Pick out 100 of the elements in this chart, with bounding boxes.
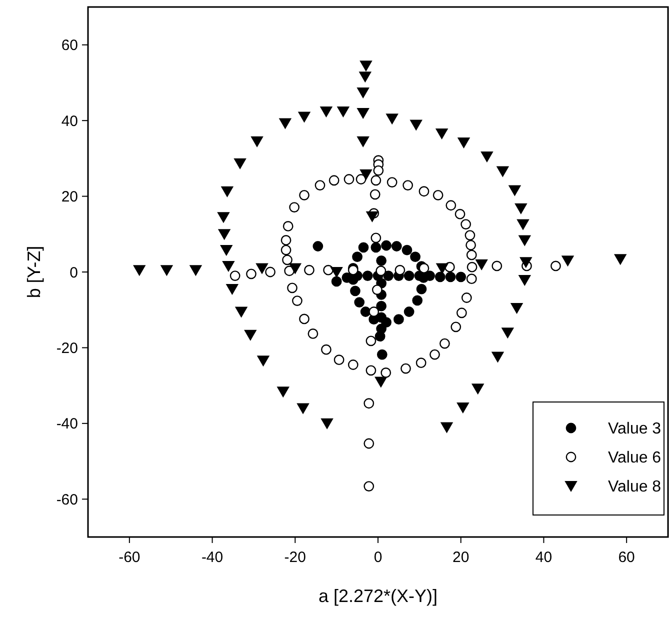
y-tick-label: -40 — [56, 416, 78, 433]
y-tick-label: 0 — [70, 264, 78, 282]
point — [520, 257, 532, 268]
x-tick-label: 60 — [618, 549, 635, 566]
point — [221, 186, 234, 197]
y-tick-label: 60 — [61, 37, 78, 54]
point — [160, 265, 173, 276]
point — [410, 120, 422, 130]
x-tick-label: 40 — [535, 549, 552, 566]
point — [510, 302, 523, 314]
point — [456, 272, 466, 282]
point — [410, 252, 420, 262]
point — [562, 256, 574, 266]
point — [381, 317, 392, 328]
point — [366, 211, 378, 222]
y-tick-label: -20 — [56, 340, 78, 357]
point — [354, 297, 365, 308]
y-tick-label: -60 — [56, 491, 78, 508]
point — [362, 270, 373, 281]
point — [404, 306, 414, 317]
point — [445, 272, 456, 282]
y-tick-label: 40 — [61, 112, 78, 130]
point — [517, 219, 529, 230]
point — [257, 356, 270, 366]
point — [418, 272, 429, 283]
point — [360, 169, 372, 180]
point — [472, 384, 484, 394]
point — [357, 88, 370, 98]
point — [352, 252, 362, 262]
y-axis-title: b [Y-Z] — [24, 246, 44, 298]
point — [297, 403, 310, 414]
legend-label: Value 6 — [608, 450, 662, 467]
point — [222, 260, 234, 272]
point — [321, 418, 334, 429]
point — [235, 306, 248, 318]
point — [234, 158, 246, 169]
point — [518, 274, 531, 286]
point — [244, 330, 256, 340]
point — [277, 386, 290, 398]
point — [402, 244, 412, 256]
point — [350, 286, 360, 296]
x-axis-title: a [2.272*(X-Y)] — [318, 586, 438, 606]
point — [357, 108, 370, 118]
point — [190, 265, 202, 276]
point — [492, 352, 504, 362]
point — [226, 284, 238, 295]
point — [476, 259, 488, 270]
point — [376, 349, 388, 360]
x-tick-label: -60 — [118, 549, 140, 566]
point — [376, 300, 387, 312]
point — [360, 60, 372, 72]
point — [480, 152, 493, 162]
point — [496, 166, 509, 177]
point — [386, 114, 398, 124]
point — [358, 242, 369, 253]
point — [436, 263, 448, 274]
point — [508, 185, 521, 196]
point — [514, 203, 527, 214]
point — [320, 106, 332, 117]
y-tick-label: 20 — [61, 188, 78, 206]
point — [330, 267, 343, 278]
x-tick-label: 0 — [374, 549, 382, 566]
point — [381, 240, 392, 251]
point — [394, 314, 404, 325]
point — [374, 376, 387, 388]
x-tick-label: -40 — [201, 549, 224, 566]
point — [502, 328, 514, 338]
point — [391, 241, 402, 252]
point — [376, 255, 387, 266]
point — [298, 112, 310, 122]
point — [348, 274, 358, 285]
point — [404, 270, 414, 281]
point — [357, 136, 370, 147]
x-tick-label: -20 — [284, 549, 306, 566]
point — [440, 422, 453, 433]
point — [337, 106, 350, 117]
point — [458, 138, 470, 148]
point — [416, 284, 427, 294]
point — [456, 402, 469, 414]
point — [360, 306, 371, 317]
point — [279, 118, 292, 129]
point — [412, 295, 423, 306]
point — [220, 245, 232, 256]
point — [218, 229, 230, 240]
point — [370, 242, 382, 253]
point — [251, 136, 264, 147]
legend-label: Value 3 — [608, 420, 662, 438]
point — [256, 263, 268, 274]
legend-label: Value 8 — [608, 478, 662, 496]
point — [312, 241, 324, 252]
point — [383, 270, 394, 281]
point — [289, 263, 302, 274]
point — [217, 212, 230, 223]
point — [331, 276, 342, 287]
point — [436, 128, 448, 139]
point — [434, 272, 446, 282]
x-tick-label: 20 — [452, 549, 470, 566]
point — [359, 72, 372, 82]
point — [614, 254, 626, 265]
point — [133, 265, 146, 276]
